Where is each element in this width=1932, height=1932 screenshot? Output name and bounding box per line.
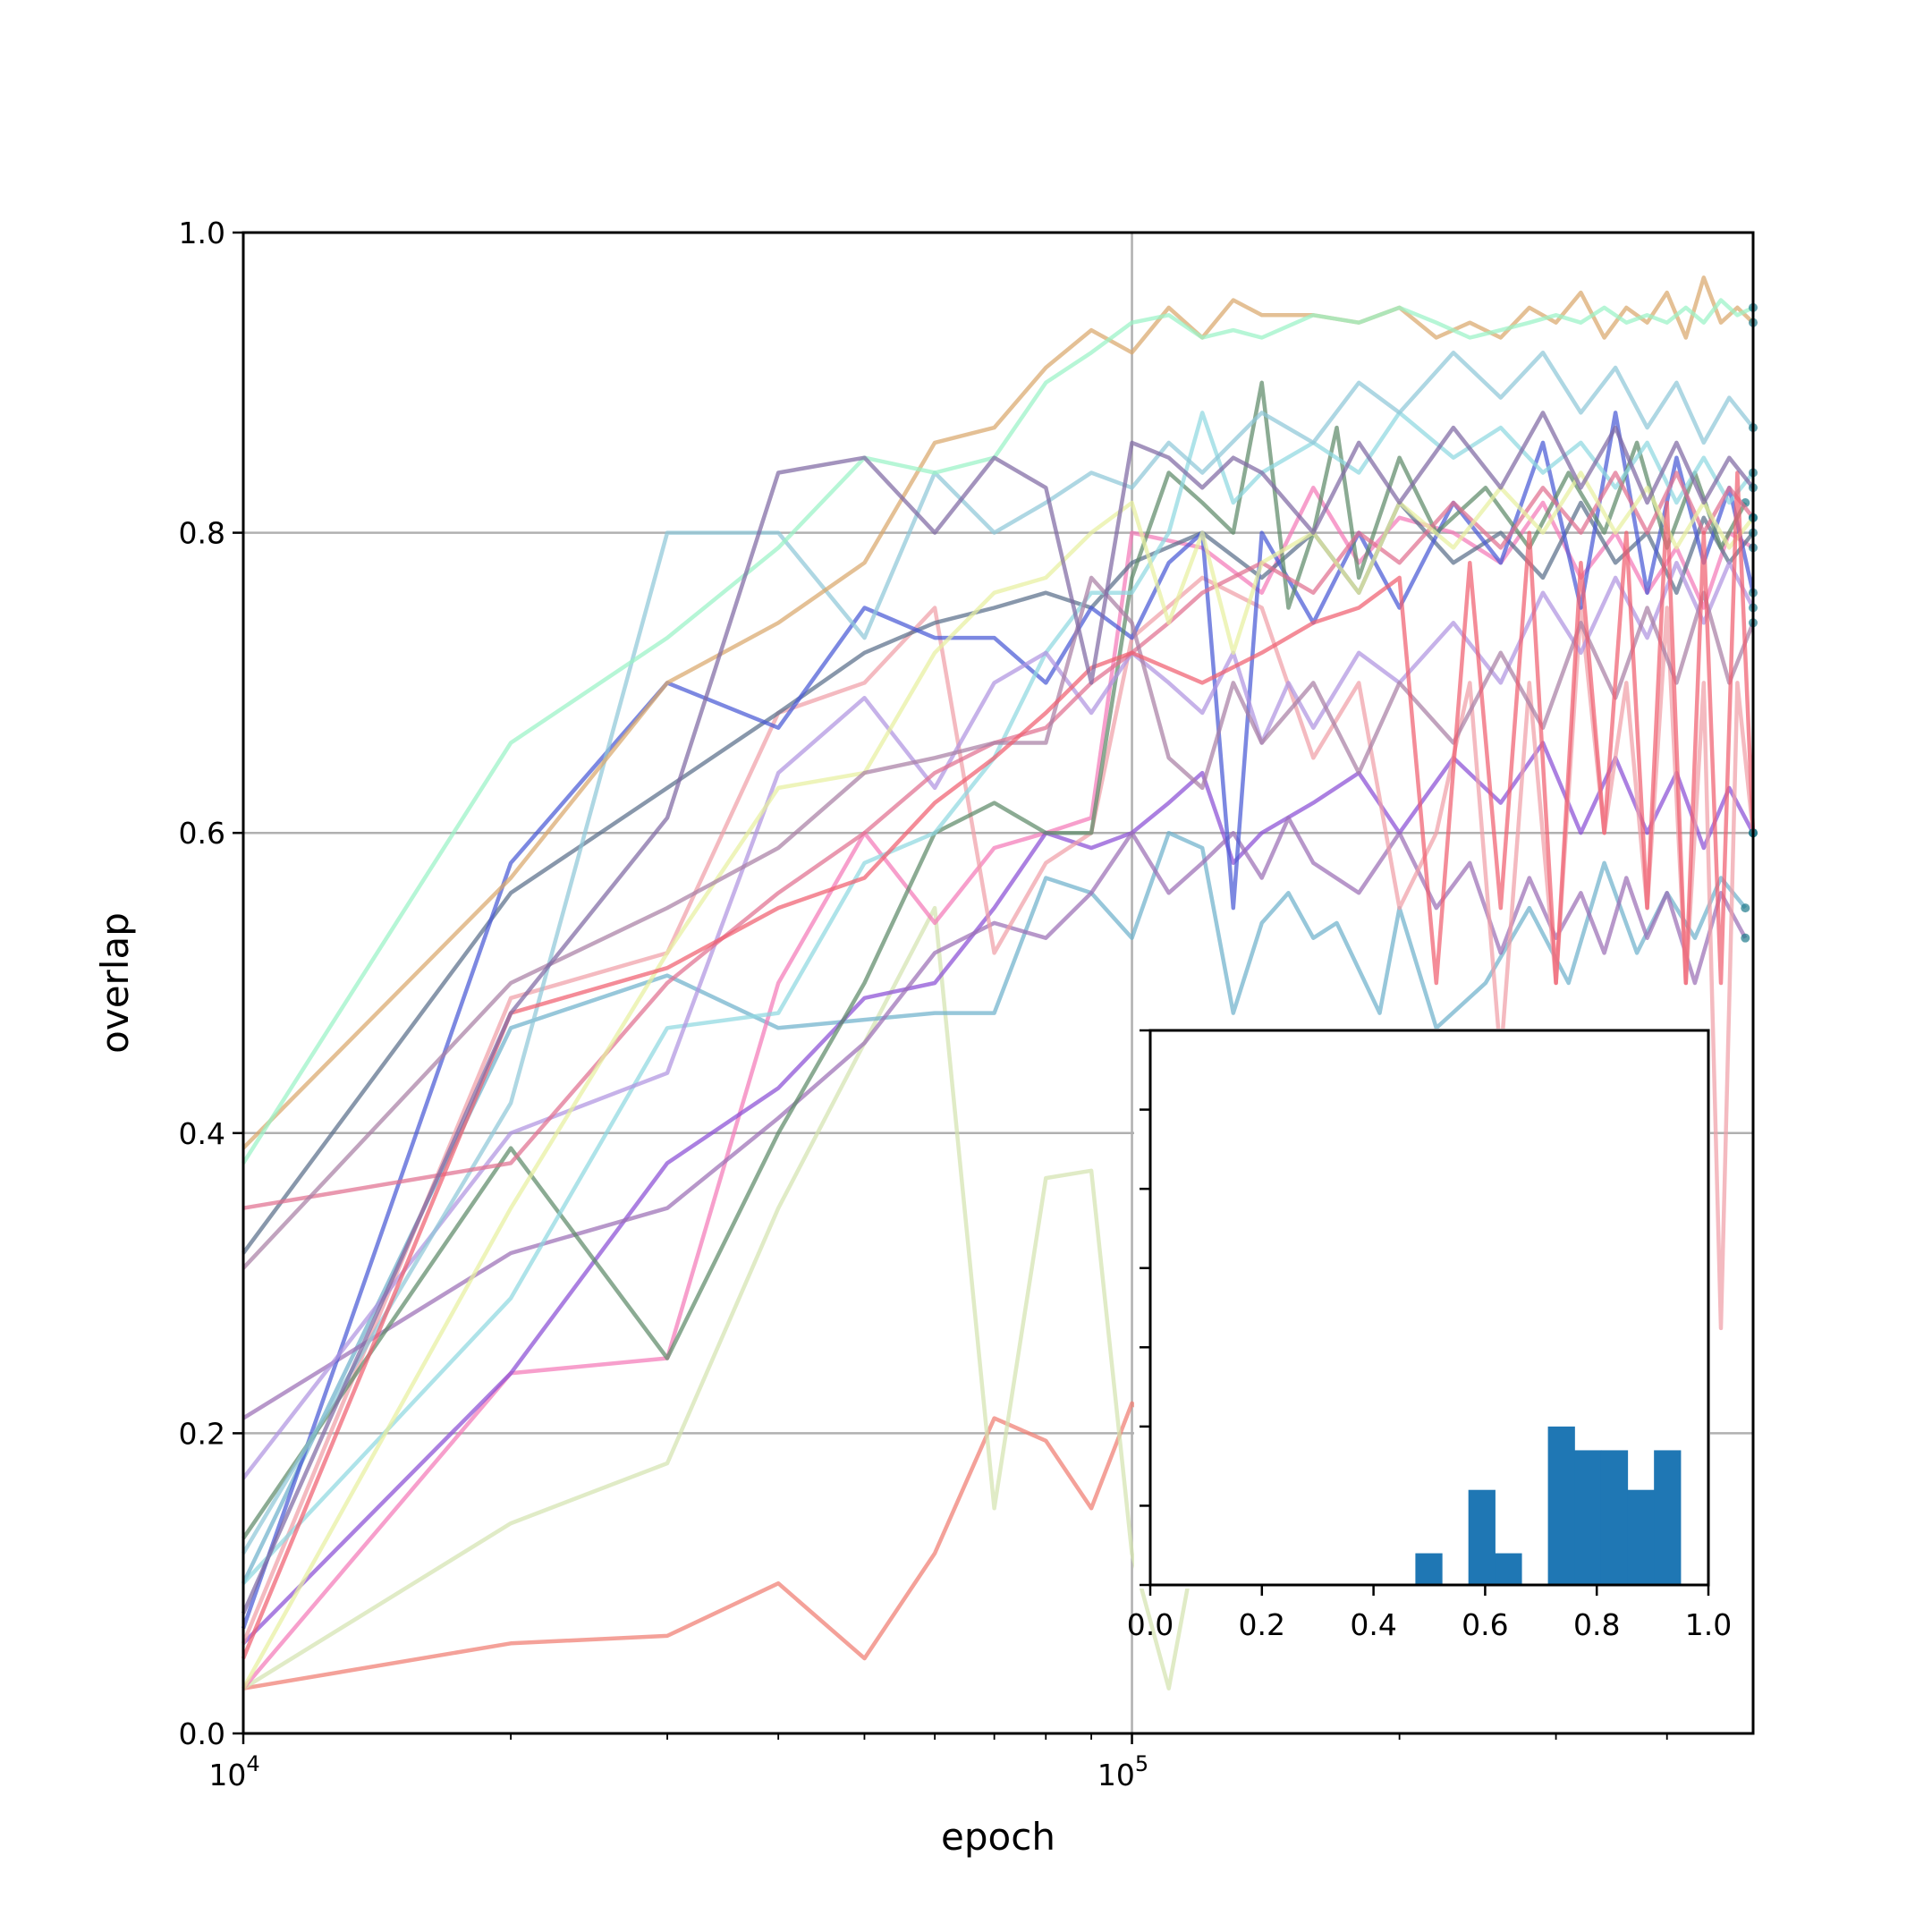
inset-x-tick-label: 0.8 — [1573, 1607, 1620, 1642]
series-line — [242, 1401, 1171, 1690]
inset-x-tick-label: 0.6 — [1462, 1607, 1508, 1642]
series-line — [242, 298, 1754, 1165]
histogram-bar — [1547, 1426, 1575, 1585]
histogram-bar — [1654, 1450, 1682, 1585]
series-end-marker — [1741, 933, 1750, 943]
inset-plot-frame — [1148, 1029, 1710, 1587]
histogram-bar — [1627, 1489, 1655, 1585]
inset-x-tick-label: 0.0 — [1127, 1607, 1174, 1642]
inset-bars — [1415, 1426, 1682, 1585]
x-tick-exponent: 5 — [1135, 1751, 1148, 1776]
inset-ticks: 0.0 0.2 0.4 0.6 0.8 1.0 — [1127, 1029, 1732, 1642]
series-line — [242, 816, 1748, 1420]
series-line — [241, 411, 1755, 1614]
series-line — [241, 830, 1748, 1585]
y-tick-label: 0.8 — [179, 516, 225, 551]
series-end-marker — [1741, 903, 1750, 913]
y-axis-label: overlap — [93, 912, 137, 1054]
x-tick-label: 105 — [1097, 1751, 1148, 1792]
histogram-bar — [1495, 1553, 1522, 1585]
y-tick-label: 0.4 — [179, 1116, 225, 1151]
histogram-bar — [1415, 1553, 1443, 1585]
y-tick-label: 0.2 — [179, 1416, 225, 1451]
series-line — [242, 905, 1205, 1690]
histogram-bar — [1574, 1450, 1602, 1585]
series-line — [242, 575, 1756, 1270]
histogram-bar — [1468, 1489, 1496, 1585]
inset-x-tick-label: 0.4 — [1350, 1607, 1396, 1642]
histogram-bar — [1600, 1450, 1629, 1585]
series-line — [241, 470, 1756, 1659]
series-line — [242, 470, 1755, 1690]
x-tick-base: 10 — [1097, 1758, 1135, 1792]
inset-x-tick-label: 0.2 — [1239, 1607, 1285, 1642]
x-axis-label: epoch — [941, 1815, 1055, 1859]
series-line — [241, 411, 1756, 1630]
series-line — [242, 350, 1755, 1555]
y-tick-label: 0.0 — [179, 1716, 225, 1751]
x-tick-exponent: 4 — [246, 1751, 259, 1776]
y-tick-label: 0.6 — [179, 816, 225, 851]
series-line — [242, 470, 1755, 1210]
x-tick-label: 104 — [208, 1751, 259, 1792]
main-lines — [241, 275, 1758, 1690]
y-tick-label: 1.0 — [179, 216, 225, 250]
main-plot-frame — [242, 231, 1755, 1735]
x-tick-base: 10 — [208, 1758, 246, 1792]
inset-histogram: 0.0 0.2 0.4 0.6 0.8 1.0 — [1127, 1029, 1732, 1642]
inset-x-tick-label: 1.0 — [1685, 1607, 1732, 1642]
series-line — [242, 380, 1748, 1540]
